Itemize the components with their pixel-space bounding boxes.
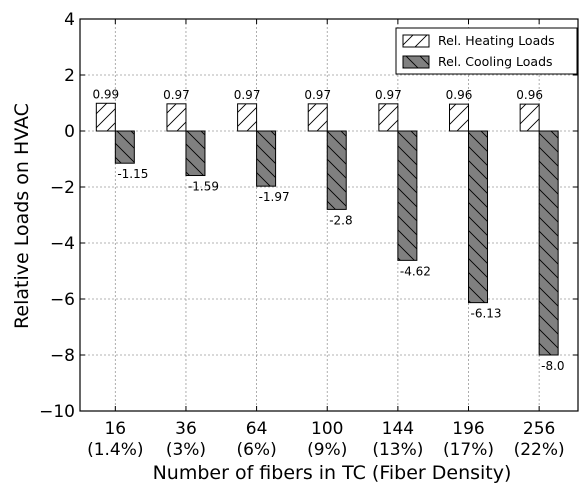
cooling-value-label: -1.97 [259, 190, 290, 204]
x-tick-label: 36 [175, 419, 197, 439]
x-tick-sublabel: (3%) [166, 440, 206, 460]
y-tick-label: −6 [50, 290, 75, 310]
cooling-bar [114, 130, 135, 164]
x-tick-sublabel: (13%) [372, 440, 423, 460]
heating-value-label: 0.97 [234, 88, 261, 102]
y-tick-label: −4 [50, 234, 75, 254]
heating-value-label: 0.97 [163, 88, 190, 102]
cooling-value-label: -2.8 [329, 213, 352, 227]
x-tick-sublabel: (22%) [514, 440, 565, 460]
heating-bar [307, 103, 328, 132]
cooling-value-label: -6.13 [471, 307, 502, 321]
cooling-value-label: -8.0 [541, 359, 564, 373]
x-tick-sublabel: (9%) [307, 440, 347, 460]
cooling-bar [326, 130, 347, 210]
y-tick-label: −10 [39, 402, 75, 422]
heating-value-label: 0.97 [375, 88, 402, 102]
axes: 4 2 0 −2 −4 −6 −8 −10 16(1.4%) 36(3%) 64(6%) 100(9%… [39, 10, 579, 460]
heating-bar [378, 103, 399, 132]
cooling-bar [185, 130, 206, 177]
x-tick-sublabel: (17%) [443, 440, 494, 460]
legend-swatch-heating [402, 34, 430, 48]
plot-frame [79, 18, 579, 412]
legend-label-cooling: Rel. Cooling Loads [438, 54, 553, 69]
x-tick-label: 16 [104, 419, 126, 439]
heating-value-label: 0.97 [304, 88, 331, 102]
y-tick-label: −8 [50, 346, 75, 366]
y-tick-label: 4 [64, 10, 75, 30]
cooling-bar [538, 130, 559, 356]
heating-value-label: 0.96 [446, 88, 473, 102]
x-tick-label: 64 [246, 419, 268, 439]
x-tick-label: 256 [523, 419, 555, 439]
x-tick-sublabel: (1.4%) [87, 440, 143, 460]
cooling-value-label: -1.59 [188, 180, 219, 194]
x-tick-sublabel: (6%) [236, 440, 276, 460]
legend: Rel. Heating Loads Rel. Cooling Loads [395, 27, 578, 75]
cooling-value-label: -4.62 [400, 264, 431, 278]
cooling-value-label: -1.15 [117, 167, 148, 181]
x-axis-label: Number of fibers in TC (Fiber Density) [153, 462, 512, 484]
y-axis-label: Relative Loads on HVAC [11, 103, 33, 329]
heating-bar [166, 103, 187, 132]
y-tick-label: 0 [64, 122, 75, 142]
cooling-bar [256, 130, 277, 187]
heating-bar [237, 103, 258, 132]
y-tick-label: −2 [50, 178, 75, 198]
legend-label-heating: Rel. Heating Loads [438, 33, 555, 48]
data-labels: 0.99 -1.15 0.97 -1.59 0.97 -1.97 0.97 -2.8 0.97 -… [92, 87, 564, 373]
cooling-bar [397, 130, 418, 261]
heating-bar [519, 103, 540, 132]
heating-bar [449, 103, 470, 132]
heating-value-label: 0.99 [92, 87, 119, 101]
x-tick-label: 196 [452, 419, 484, 439]
heating-value-label: 0.96 [516, 88, 543, 102]
y-tick-label: 2 [64, 66, 75, 86]
legend-swatch-cooling-hatch [403, 56, 429, 68]
x-tick-label: 144 [382, 419, 414, 439]
bars [95, 102, 559, 356]
heating-bar [95, 102, 116, 132]
cooling-bar [468, 130, 489, 304]
x-tick-label: 100 [311, 419, 343, 439]
